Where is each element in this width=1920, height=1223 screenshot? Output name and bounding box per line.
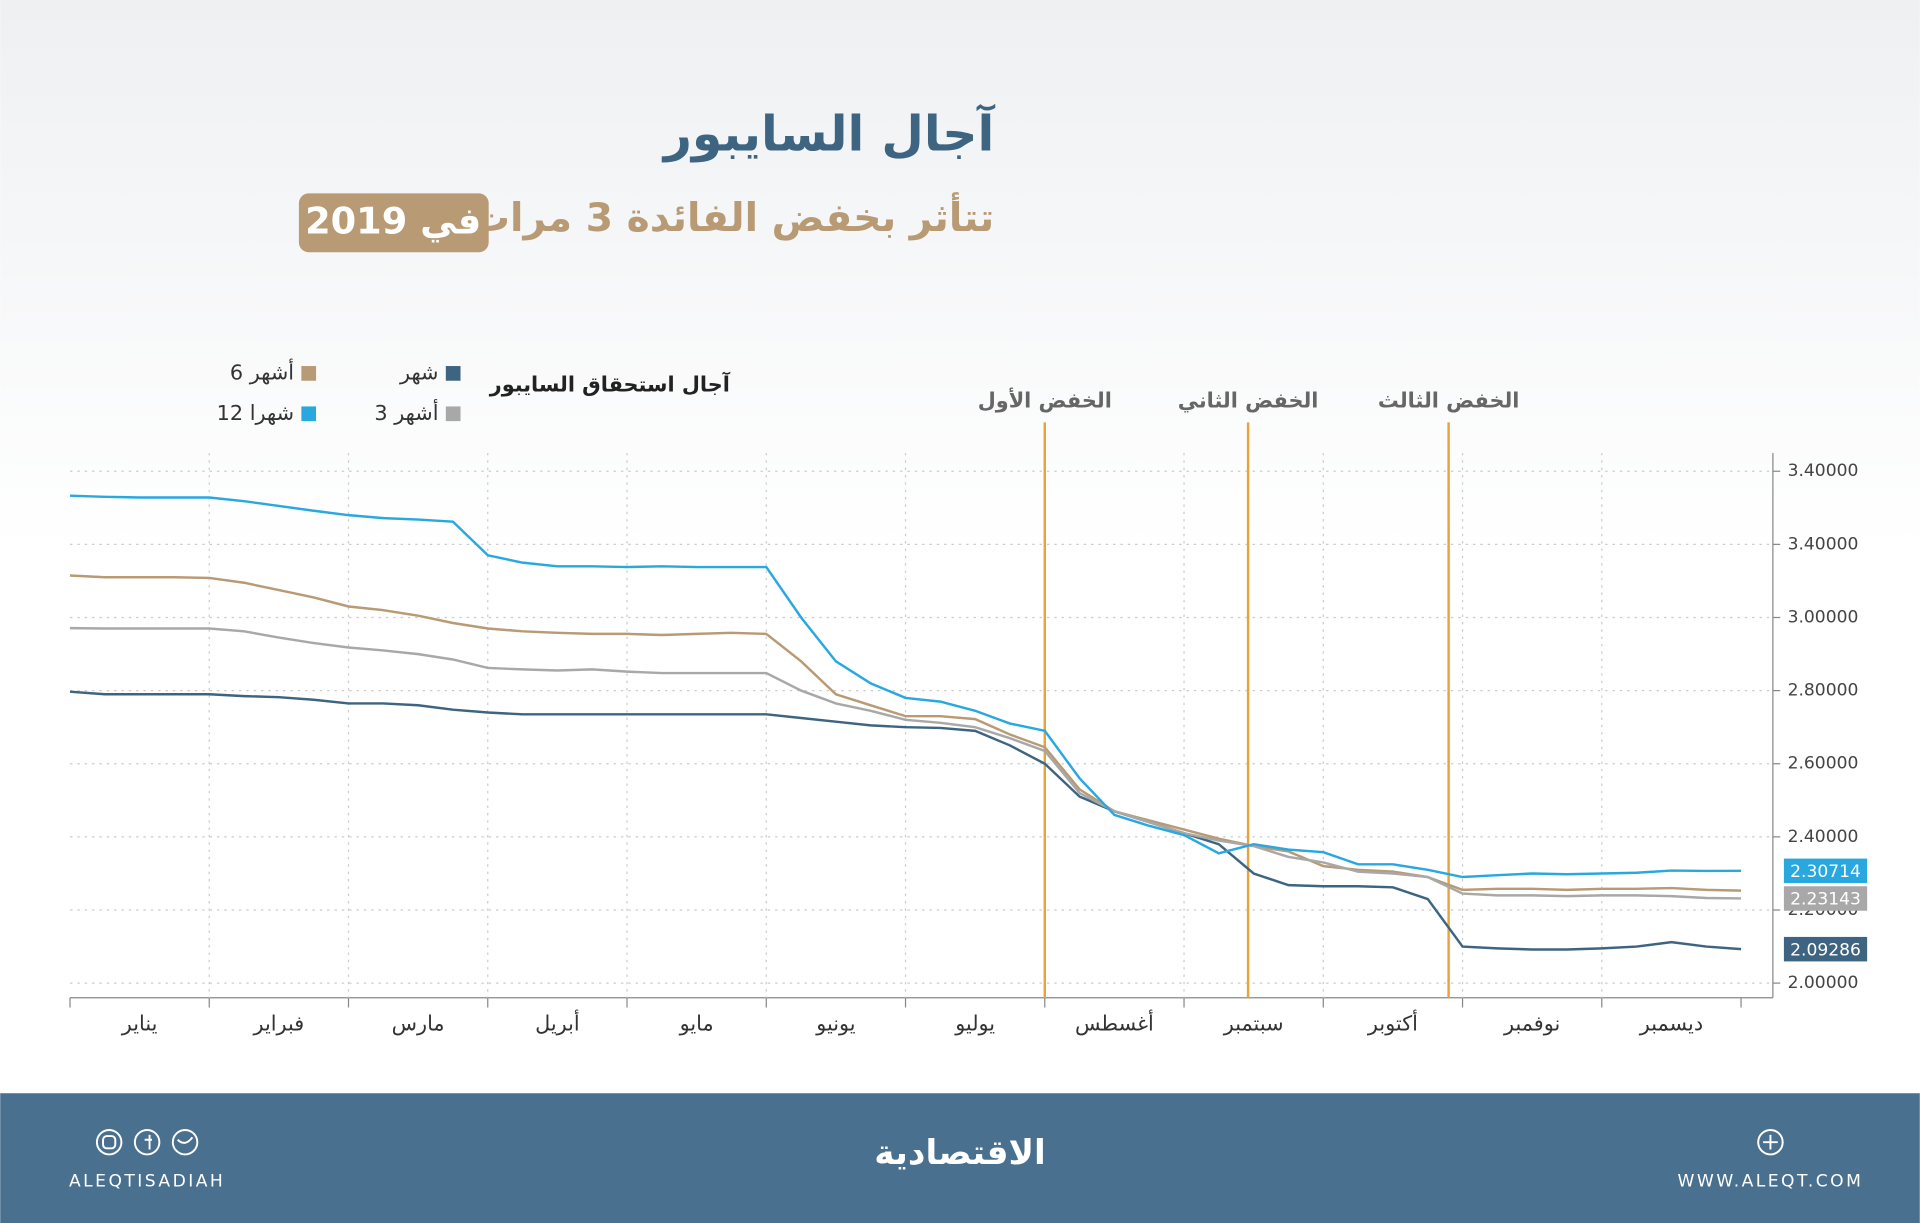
x-tick-label: مارس <box>392 1012 445 1036</box>
series-line <box>69 494 1742 879</box>
end-label-box <box>1783 858 1868 884</box>
legend-label: شهر <box>399 360 438 384</box>
series-line <box>69 574 1742 892</box>
x-tick-label: ديسمبر <box>1639 1012 1703 1036</box>
legend-swatch <box>301 406 317 422</box>
background <box>0 0 1920 1094</box>
x-tick-label: أبريل <box>535 1010 580 1036</box>
legend-label: 3 أشهر <box>374 399 438 425</box>
x-tick-label: يونيو <box>815 1012 856 1036</box>
y-tick-label: 2.80000 <box>1788 681 1859 701</box>
footer-brand: الاقتصادية <box>874 1133 1046 1173</box>
end-label: 2.30714 <box>1790 862 1861 882</box>
social-icons <box>95 1128 1784 1156</box>
subtitle-tag: في 2019 <box>305 199 481 242</box>
legend-label: 12 شهرا <box>217 401 294 425</box>
y-tick-label: 2.40000 <box>1788 827 1859 847</box>
y-tick-label: 2.00000 <box>1788 973 1859 993</box>
y-tick-label: 3.40000 <box>1788 461 1859 481</box>
end-label: 2.09286 <box>1790 940 1861 960</box>
legend-swatch <box>445 366 461 381</box>
legend-swatch <box>301 366 317 381</box>
x-tick-label: يناير <box>121 1012 158 1036</box>
y-tick-label: 2.60000 <box>1788 754 1859 774</box>
cut-label: الخفض الثالث <box>1378 389 1520 413</box>
cut-label: الخفض الأول <box>978 387 1112 413</box>
subtitle-tag-box <box>298 193 489 253</box>
cut-label: الخفض الثاني <box>1178 389 1319 413</box>
footer <box>0 1093 1920 1223</box>
legend-label: 6 أشهر <box>230 358 294 384</box>
end-label: 2.23143 <box>1790 890 1861 910</box>
subtitle: تتأثر بخفض الفائدة 3 مرات <box>471 192 995 241</box>
series-line <box>69 690 1742 951</box>
x-tick-label: فبراير <box>253 1012 305 1036</box>
y-tick-label: 3.40000 <box>1788 534 1859 554</box>
end-label-box <box>1783 886 1868 911</box>
footer-handle: ALEQTISADIAH <box>69 1171 225 1191</box>
series-line <box>69 626 1742 900</box>
legend-swatch <box>445 406 461 422</box>
legend-title: آجال استحقاق السايبور <box>489 372 731 397</box>
x-tick-label: أكتوبر <box>1367 1010 1418 1036</box>
x-tick-label: أغسطس <box>1075 1010 1154 1036</box>
x-tick-label: سبتمبر <box>1223 1012 1284 1036</box>
end-label-box <box>1783 936 1868 962</box>
x-tick-label: مايو <box>679 1012 714 1036</box>
footer-site: WWW.ALEQT.COM <box>1678 1171 1864 1191</box>
x-tick-label: نوفمبر <box>1503 1012 1560 1036</box>
x-tick-label: يوليو <box>954 1012 995 1036</box>
title: آجال السايبور <box>661 104 996 163</box>
y-tick-label: 3.00000 <box>1788 607 1859 627</box>
